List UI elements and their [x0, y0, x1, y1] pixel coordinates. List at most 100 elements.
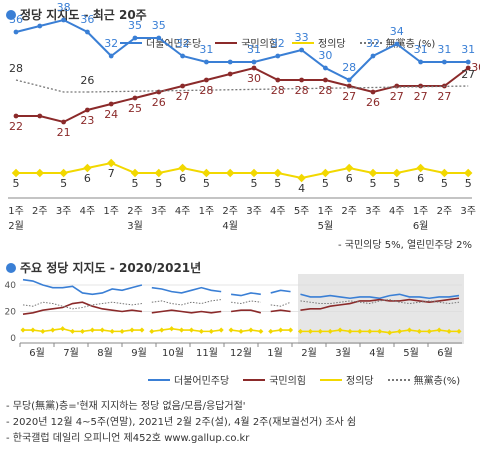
- series-line-0: [15, 18, 469, 82]
- series-marker-1: [85, 107, 90, 113]
- data-label-2: 5: [441, 177, 448, 190]
- section1-title: 정당 지지도 - 최근 20주: [6, 6, 147, 23]
- data-label-0: 33: [295, 31, 309, 44]
- series-marker-0: [442, 59, 447, 65]
- y-tick-label: 20: [5, 308, 17, 318]
- data-label-2: 4: [298, 182, 305, 195]
- month-label: 5월: [318, 220, 334, 232]
- series-marker-1: [108, 101, 114, 107]
- series2-marker: [30, 327, 36, 333]
- data-label-1: 27: [342, 90, 356, 103]
- data-label-0: 31: [199, 43, 213, 56]
- series2-marker: [109, 328, 115, 334]
- series-marker-2: [273, 168, 283, 178]
- series2-marker: [99, 327, 105, 333]
- series-marker-2: [11, 168, 21, 178]
- legend-bottom: 더불어민주당 국민의힘 정의당 無黨층(%): [148, 372, 460, 387]
- series-marker-2: [106, 158, 116, 168]
- month-tick-label: 8월: [97, 347, 113, 359]
- data-label-1: 28: [271, 84, 285, 97]
- month-tick-label: 5월: [403, 347, 419, 359]
- data-label-0: 38: [57, 1, 71, 14]
- series2-marker: [357, 328, 363, 334]
- series-marker-2: [35, 168, 45, 178]
- series-marker-2: [249, 168, 259, 178]
- section2-title-text: 주요 정당 지지도 - 2020/2021년: [20, 261, 202, 275]
- data-label-2: 5: [132, 177, 139, 190]
- series-marker-0: [394, 41, 400, 47]
- data-label-1: 30: [471, 61, 480, 74]
- series2-marker: [159, 327, 165, 333]
- data-label-1: 26: [366, 96, 380, 109]
- series2-line-1: [300, 297, 460, 311]
- series2-marker: [278, 327, 284, 333]
- series2-marker: [446, 328, 452, 334]
- series-marker-0: [299, 47, 304, 53]
- data-label-1: 22: [9, 120, 23, 133]
- month-tick-label: 6월: [29, 347, 45, 359]
- data-label-1: 24: [104, 108, 118, 121]
- month-label: 2월: [8, 220, 24, 232]
- data-label-1: 26: [152, 96, 166, 109]
- series2-marker: [169, 326, 175, 332]
- data-label-1: 28: [295, 84, 309, 97]
- series2-marker: [416, 328, 422, 334]
- series-marker-2: [344, 163, 354, 173]
- series2-marker: [198, 328, 204, 334]
- series2-marker: [347, 328, 353, 334]
- series2-marker: [218, 327, 224, 333]
- legend-item-minjoo: 더불어민주당: [120, 35, 201, 50]
- data-label-2: 5: [203, 177, 210, 190]
- series-marker-1: [370, 89, 376, 95]
- series-marker-2: [225, 168, 235, 178]
- data-label-0: 36: [9, 13, 23, 26]
- series-marker-1: [251, 65, 257, 71]
- x-tick-label: 2주: [127, 206, 143, 217]
- legend-swatch: [292, 41, 315, 44]
- series2-line-3: [270, 301, 291, 307]
- series2-marker: [20, 327, 26, 333]
- series2-marker: [50, 327, 56, 333]
- y-tick-label: 0: [10, 334, 16, 344]
- legend-label: 더불어민주당: [146, 39, 202, 50]
- data-label-3: 28: [9, 62, 23, 75]
- footnote-3: - 한국갤럽 데일리 오피니언 제452호 www.gallup.co.kr: [6, 433, 250, 444]
- x-tick-label: 5주: [294, 206, 310, 217]
- data-label-0: 34: [390, 25, 404, 38]
- month-label: 3월: [127, 220, 143, 232]
- series2-line-2: [230, 329, 261, 333]
- legend-top: 더불어민주당 국민의힘 정의당 無黨층 (%): [120, 35, 435, 50]
- series2-marker: [436, 327, 442, 333]
- series-marker-0: [61, 17, 66, 23]
- data-label-0: 36: [80, 13, 94, 26]
- series-marker-0: [370, 53, 376, 59]
- series-marker-1: [418, 83, 423, 89]
- month-tick-label: 9월: [131, 347, 147, 359]
- legend-swatch: [215, 41, 238, 44]
- bullet-icon: [6, 263, 16, 273]
- legend-item-ppp: 국민의힘: [215, 35, 278, 50]
- series2-marker: [426, 328, 432, 334]
- series2-marker: [60, 326, 66, 332]
- series-marker-2: [178, 163, 187, 173]
- data-label-2: 5: [370, 177, 377, 190]
- series2-marker: [307, 328, 313, 334]
- series2-marker: [367, 328, 373, 334]
- data-label-2: 5: [274, 177, 281, 190]
- series2-line-1: [270, 309, 291, 313]
- series-marker-1: [227, 71, 233, 77]
- month-tick-label: 6월: [437, 347, 453, 359]
- legend-swatch: [148, 378, 170, 381]
- series2-marker: [119, 328, 125, 334]
- data-label-2: 5: [322, 177, 329, 190]
- series2-marker: [327, 328, 333, 334]
- x-tick-label: 3주: [56, 206, 72, 217]
- x-tick-label: 2주: [437, 206, 453, 217]
- series-marker-0: [251, 59, 257, 65]
- data-label-2: 6: [84, 172, 91, 185]
- data-label-1: 30: [247, 72, 261, 85]
- series-marker-2: [59, 168, 68, 178]
- x-tick-label: 3주: [365, 206, 381, 217]
- data-label-0: 31: [247, 43, 261, 56]
- legend-label: 無黨층(%): [413, 376, 461, 387]
